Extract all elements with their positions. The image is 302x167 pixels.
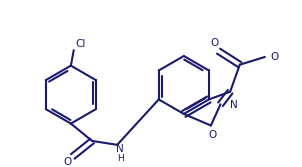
Text: O: O	[210, 38, 219, 48]
Text: N: N	[116, 144, 124, 154]
Text: O: O	[271, 52, 279, 62]
Text: H: H	[117, 154, 124, 163]
Text: O: O	[209, 130, 217, 140]
Text: N: N	[230, 100, 238, 110]
Text: Cl: Cl	[76, 39, 86, 49]
Text: O: O	[64, 157, 72, 167]
